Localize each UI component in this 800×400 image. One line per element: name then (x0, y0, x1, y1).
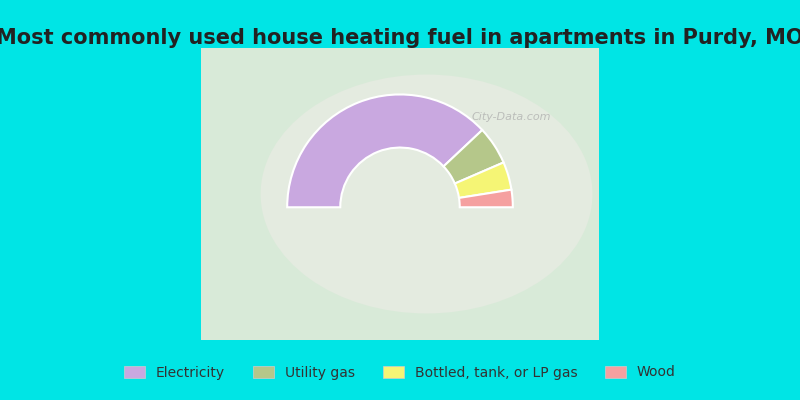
Ellipse shape (261, 74, 593, 314)
Legend: Electricity, Utility gas, Bottled, tank, or LP gas, Wood: Electricity, Utility gas, Bottled, tank,… (118, 360, 682, 385)
Text: Most commonly used house heating fuel in apartments in Purdy, MO: Most commonly used house heating fuel in… (0, 28, 800, 48)
Wedge shape (443, 130, 503, 184)
Wedge shape (455, 162, 511, 198)
Text: City-Data.com: City-Data.com (472, 112, 551, 122)
Wedge shape (287, 94, 482, 207)
Wedge shape (459, 190, 513, 207)
